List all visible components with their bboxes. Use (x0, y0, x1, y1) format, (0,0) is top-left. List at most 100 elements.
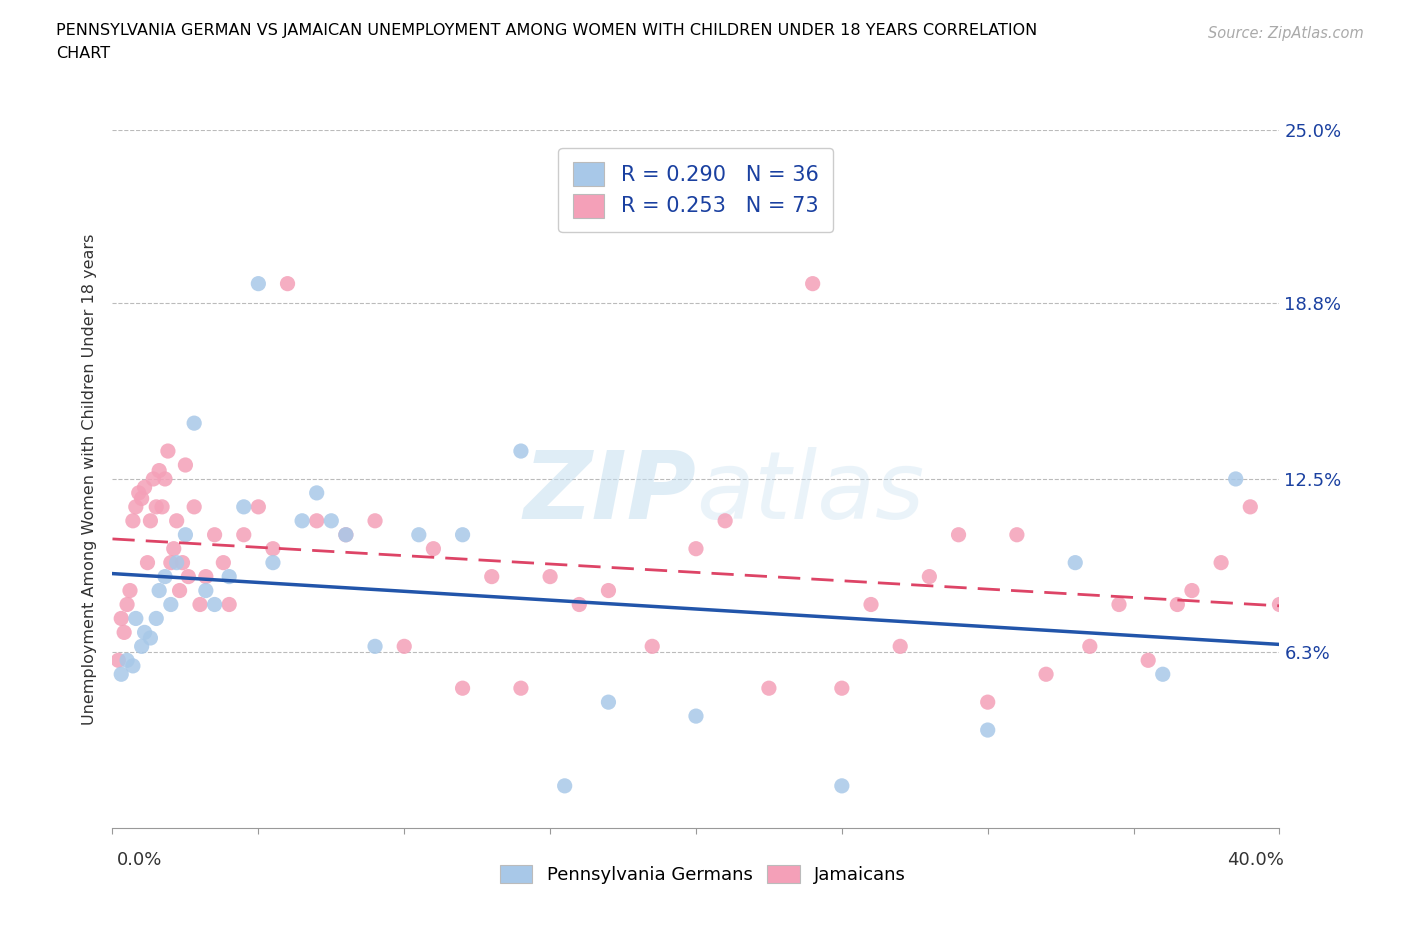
Point (976, 695, 998, 710)
Point (118, 583, 141, 598)
Point (172, 555, 194, 570)
Point (212, 555, 235, 570)
Point (145, 499, 167, 514)
Point (110, 611, 132, 626)
Point (194, 569, 217, 584)
Point (247, 499, 270, 514)
Point (1137, 653, 1160, 668)
Point (148, 583, 170, 598)
Point (163, 541, 186, 556)
Point (554, 778, 576, 793)
Point (714, 513, 737, 528)
Point (262, 555, 284, 570)
Point (1209, 555, 1232, 570)
Point (1326, 527, 1348, 542)
Point (142, 472, 165, 486)
Point (758, 681, 780, 696)
Point (128, 485, 150, 500)
Point (321, 513, 343, 528)
Point (204, 597, 226, 612)
Text: 0.0%: 0.0% (117, 851, 162, 870)
Point (422, 541, 444, 556)
Point (1005, 527, 1028, 542)
Point (335, 527, 357, 542)
Point (115, 597, 138, 612)
Point (139, 513, 162, 528)
Point (232, 527, 254, 542)
Point (110, 667, 132, 682)
Point (831, 681, 853, 696)
Point (148, 463, 170, 478)
Point (166, 555, 188, 570)
Point (451, 527, 474, 542)
Point (107, 653, 129, 668)
Point (976, 723, 998, 737)
Point (1078, 639, 1101, 654)
Point (134, 625, 156, 640)
Point (1355, 667, 1378, 682)
Point (153, 472, 176, 486)
Point (115, 653, 138, 668)
Point (1385, 597, 1406, 612)
Text: Source: ZipAtlas.com: Source: ZipAtlas.com (1208, 26, 1364, 41)
Point (218, 569, 240, 584)
Point (131, 491, 153, 506)
Point (305, 485, 328, 500)
Point (598, 583, 620, 598)
Text: CHART: CHART (56, 46, 110, 61)
Point (150, 499, 173, 514)
Text: ZIP: ZIP (523, 447, 696, 538)
Point (685, 709, 707, 724)
Point (204, 527, 226, 542)
Point (509, 444, 531, 458)
Point (538, 569, 561, 584)
Point (1225, 472, 1247, 486)
Point (177, 569, 200, 584)
Point (364, 513, 387, 528)
Point (889, 639, 911, 654)
Point (136, 555, 159, 570)
Point (122, 513, 145, 528)
Point (122, 658, 145, 673)
Point (1298, 555, 1320, 570)
Text: PENNSYLVANIA GERMAN VS JAMAICAN UNEMPLOYMENT AMONG WOMEN WITH CHILDREN UNDER 18 : PENNSYLVANIA GERMAN VS JAMAICAN UNEMPLOY… (56, 23, 1038, 38)
Point (918, 569, 941, 584)
Point (1181, 583, 1204, 598)
Text: atlas: atlas (696, 447, 924, 538)
Point (166, 513, 188, 528)
Point (194, 583, 217, 598)
Point (232, 499, 254, 514)
Point (291, 513, 314, 528)
Point (112, 625, 135, 640)
Point (801, 276, 824, 291)
Point (174, 458, 197, 472)
Text: 40.0%: 40.0% (1227, 851, 1284, 870)
Point (131, 639, 153, 654)
Point (364, 639, 387, 654)
Point (183, 416, 205, 431)
Point (134, 480, 156, 495)
Point (1108, 597, 1130, 612)
Point (153, 569, 176, 584)
Point (262, 541, 284, 556)
Point (139, 631, 162, 645)
Point (1268, 597, 1291, 612)
Point (160, 597, 183, 612)
Point (174, 527, 197, 542)
Point (598, 695, 620, 710)
Point (509, 681, 531, 696)
Point (1166, 597, 1188, 612)
Point (188, 597, 211, 612)
Legend: R = 0.290   N = 36, R = 0.253   N = 73: R = 0.290 N = 36, R = 0.253 N = 73 (558, 148, 834, 232)
Point (160, 555, 183, 570)
Point (335, 527, 357, 542)
Point (481, 569, 503, 584)
Point (247, 276, 270, 291)
Point (859, 597, 883, 612)
Point (408, 527, 430, 542)
Point (145, 611, 167, 626)
Point (1035, 667, 1057, 682)
Point (1064, 555, 1087, 570)
Point (125, 499, 148, 514)
Point (183, 499, 205, 514)
